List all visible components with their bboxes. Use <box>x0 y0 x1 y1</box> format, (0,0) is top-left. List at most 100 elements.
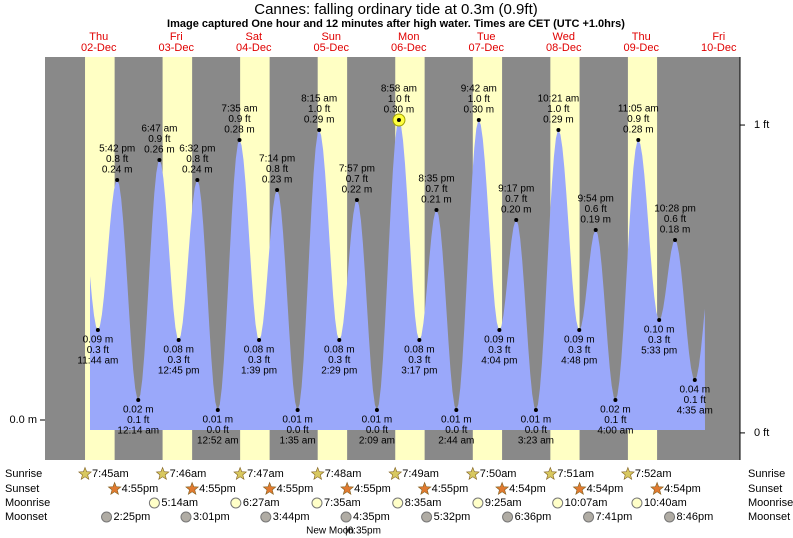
tide-point <box>374 408 379 412</box>
tide-label: 0.9 ft <box>627 114 649 125</box>
tide-label: 0.20 m <box>501 205 532 216</box>
tide-label: 1.0 ft <box>547 104 569 115</box>
tide-point <box>136 398 141 402</box>
tide-label: 0.08 m <box>324 345 355 356</box>
tide-label: 0.1 ft <box>604 415 626 426</box>
moonset-time: 6:36pm <box>515 511 552 523</box>
tide-label: 0.3 ft <box>168 355 190 366</box>
sunset-icon <box>495 481 510 495</box>
tide-label: 9:54 pm <box>578 194 614 205</box>
weekday-label: Thu <box>89 31 108 43</box>
tide-label: 2:09 am <box>359 436 395 447</box>
tide-label: 0.23 m <box>262 175 293 186</box>
weekday-label: Wed <box>553 31 575 43</box>
date-label: 06-Dec <box>391 42 427 54</box>
y2-tick-label: 1 ft <box>754 119 769 131</box>
tide-label: 2:44 am <box>438 436 474 447</box>
tide-label: 7:35 am <box>221 104 257 115</box>
moonset-icon <box>502 511 514 523</box>
row-label: Sunrise <box>748 468 785 480</box>
tide-label: 0.8 ft <box>186 154 208 165</box>
tide-label: 1.0 ft <box>468 94 490 105</box>
tide-label: 0.9 ft <box>228 114 250 125</box>
row-label: Sunset <box>5 483 39 495</box>
tide-label: 0.01 m <box>362 415 393 426</box>
moon-phase-name: New Moon <box>306 526 354 537</box>
tide-label: 0.7 ft <box>425 184 447 195</box>
tide-label: 0.3 ft <box>248 355 270 366</box>
tide-label: 0.04 m <box>680 385 711 396</box>
date-label: 09-Dec <box>624 42 660 54</box>
tide-label: 0.01 m <box>521 415 552 426</box>
moonset-icon <box>340 511 352 523</box>
sunrise-icon <box>620 466 635 480</box>
date-label: 03-Dec <box>159 42 195 54</box>
tide-label: 2:29 pm <box>321 366 357 377</box>
tide-label: 0.29 m <box>304 115 335 126</box>
tide-label: 0.6 ft <box>585 204 607 215</box>
tide-label: 0.30 m <box>464 105 495 116</box>
weekday-label: Tue <box>477 31 496 43</box>
moonset-icon <box>180 511 192 523</box>
tide-label: 5:42 pm <box>99 144 135 155</box>
tide-point <box>577 328 582 332</box>
moonset-time: 4:35pm <box>353 511 390 523</box>
tide-label: 0.0 ft <box>207 425 229 436</box>
tide-label: 0.29 m <box>543 115 574 126</box>
tide-point <box>295 408 300 412</box>
tide-label: 0.0 ft <box>445 425 467 436</box>
tide-label: 0.3 ft <box>328 355 350 366</box>
tide-label: 0.7 ft <box>505 194 527 205</box>
tide-label: 0.3 ft <box>568 345 590 356</box>
row-label: Moonrise <box>5 497 50 509</box>
tide-point <box>514 218 519 222</box>
sunset-time: 4:55pm <box>432 483 469 495</box>
tide-label: 0.1 ft <box>684 395 706 406</box>
tide-point <box>115 178 120 182</box>
tide-point <box>95 328 100 332</box>
tide-label: 6:47 am <box>141 124 177 135</box>
tide-label: 4:00 am <box>597 426 633 437</box>
tide-point <box>434 208 439 212</box>
sunrise-time: 7:52am <box>635 468 672 480</box>
tide-point <box>593 228 598 232</box>
tide-label: 3:17 pm <box>401 366 437 377</box>
tide-point <box>176 338 181 342</box>
moonset-icon <box>583 511 595 523</box>
tide-point <box>237 138 242 142</box>
tide-point <box>157 158 162 162</box>
tide-label: 7:14 pm <box>259 154 295 165</box>
sunset-icon <box>572 481 587 495</box>
moonset-time: 3:44pm <box>273 511 310 523</box>
tide-point <box>257 338 262 342</box>
tide-label: 8:35 pm <box>418 174 454 185</box>
weekday-label: Thu <box>632 31 651 43</box>
sunset-time: 4:55pm <box>199 483 236 495</box>
tide-label: 10:28 pm <box>654 204 696 215</box>
tide-label: 0.0 ft <box>366 425 388 436</box>
tide-label: 4:35 am <box>677 406 713 417</box>
moonset-icon <box>421 511 433 523</box>
tide-point <box>497 328 502 332</box>
tide-label: 9:17 pm <box>498 184 534 195</box>
tide-point <box>417 338 422 342</box>
date-label: 08-Dec <box>546 42 582 54</box>
moonrise-icon <box>631 497 643 509</box>
tide-label: 7:57 pm <box>339 164 375 175</box>
sunrise-icon <box>388 466 403 480</box>
tide-label: 0.02 m <box>600 405 631 416</box>
tide-label: 4:04 pm <box>481 356 517 367</box>
tide-area <box>90 120 705 430</box>
y-tick-label: 0.0 m <box>9 414 37 426</box>
tide-label: 1:39 pm <box>241 366 277 377</box>
date-label: 05-Dec <box>314 42 350 54</box>
sunset-time: 4:55pm <box>277 483 314 495</box>
tide-point <box>673 238 678 242</box>
tide-point <box>275 188 280 192</box>
tide-label: 1.0 ft <box>308 104 330 115</box>
tide-label: 0.3 ft <box>648 335 670 346</box>
row-label: Sunset <box>748 483 782 495</box>
moonset-icon <box>101 511 113 523</box>
moonset-time: 8:46pm <box>677 511 714 523</box>
